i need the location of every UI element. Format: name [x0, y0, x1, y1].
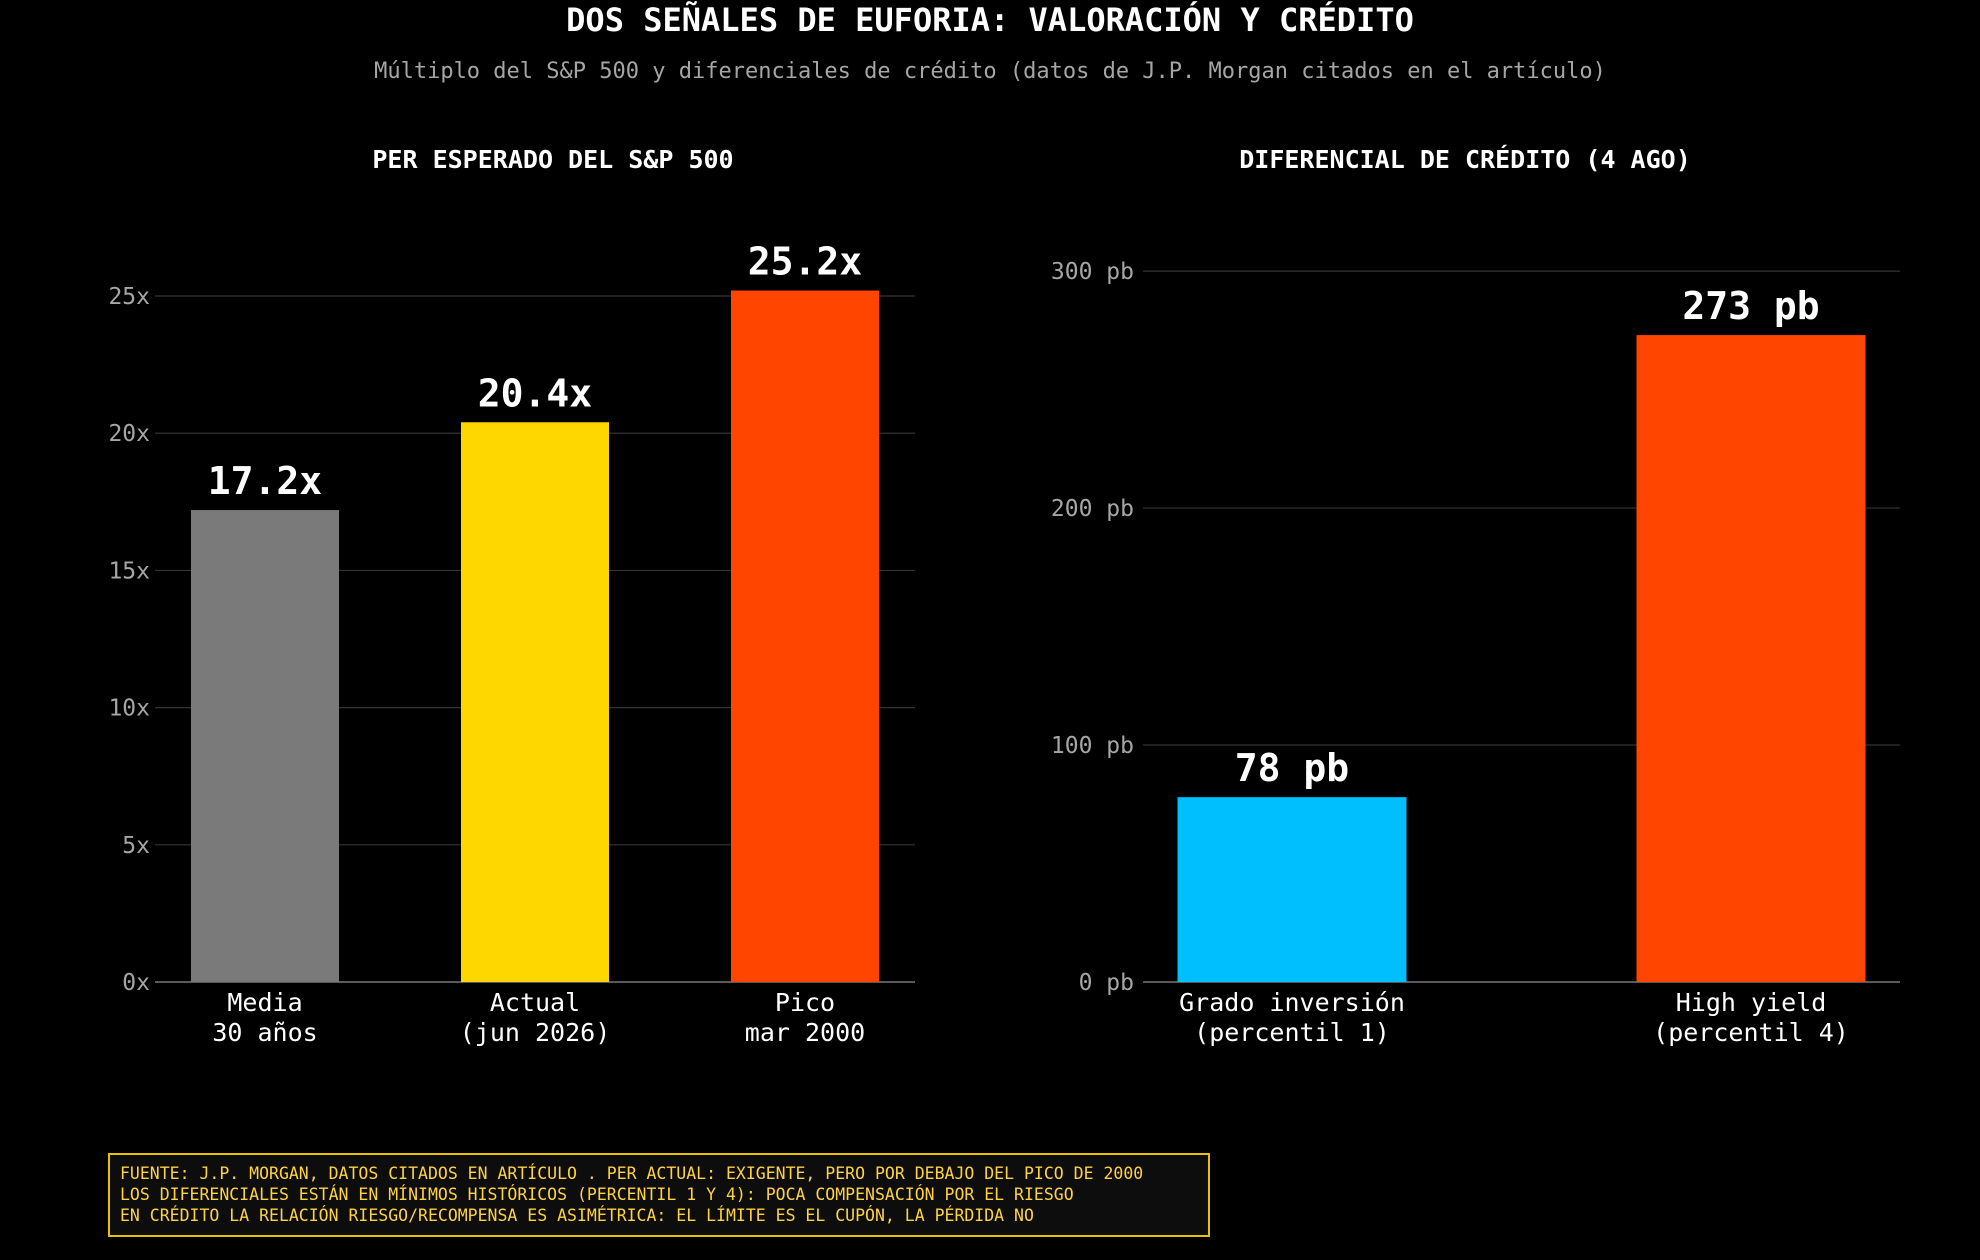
category-label-high-yield: High yield (percentil 4): [1653, 988, 1849, 1047]
figure-subtitle: Múltiplo del S&P 500 y diferenciales de …: [374, 59, 1606, 84]
bar-grado-inversion: [1177, 797, 1407, 982]
category-label-line: 30 años: [212, 1018, 317, 1047]
credit-spread-chart: DIFERENCIAL DE CRÉDITO (4 AGO) 0 pb 100 pb…: [1051, 145, 1900, 1047]
category-label-pico: Pico mar 2000: [745, 988, 865, 1047]
category-label-line: (jun 2026): [460, 1018, 611, 1047]
note-line-2: LOS DIFERENCIALES ESTÁN EN MÍNIMOS HISTÓ…: [120, 1185, 1074, 1204]
category-label-line: Grado inversión: [1179, 988, 1405, 1017]
y-tick-label: 100 pb: [1051, 733, 1134, 759]
y-tick-label: 25x: [108, 284, 150, 310]
valuation-chart: PER ESPERADO DEL S&P 500 0x 5x 10x 15x 20x 25x…: [108, 145, 915, 1047]
bar-actual: [461, 422, 609, 982]
category-label-line: (percentil 1): [1194, 1018, 1390, 1047]
y-tick-label: 10x: [108, 696, 150, 722]
category-label-line: mar 2000: [745, 1018, 865, 1047]
bar-high-yield: [1636, 335, 1866, 982]
figure-title: DOS SEÑALES DE EUFORIA: VALORACIÓN Y CRÉ…: [566, 0, 1414, 39]
panel-title: DIFERENCIAL DE CRÉDITO (4 AGO): [1239, 145, 1691, 174]
y-tick-label: 200 pb: [1051, 496, 1134, 522]
y-tick-label: 20x: [108, 421, 150, 447]
source-note-box: FUENTE: J.P. MORGAN, DATOS CITADOS EN AR…: [108, 1153, 1210, 1237]
category-label-line: Media: [227, 988, 302, 1017]
y-tick-label: 0 pb: [1079, 970, 1134, 996]
y-tick-label: 0x: [122, 970, 150, 996]
bar-media: [191, 510, 339, 982]
category-label-line: Pico: [775, 988, 835, 1017]
category-label-line: Actual: [490, 988, 580, 1017]
y-tick-label: 5x: [122, 833, 150, 859]
data-label-high-yield: 273 pb: [1682, 284, 1819, 328]
category-label-grado-inversion: Grado inversión (percentil 1): [1179, 988, 1405, 1047]
panel-title: PER ESPERADO DEL S&P 500: [372, 145, 733, 174]
y-tick-label: 15x: [108, 558, 150, 584]
note-line-3: EN CRÉDITO LA RELACIÓN RIESGO/RECOMPENSA…: [120, 1206, 1034, 1225]
bar-pico: [731, 290, 879, 982]
data-label-pico: 25.2x: [748, 240, 862, 284]
category-label-media: Media 30 años: [212, 988, 317, 1047]
category-label-line: (percentil 4): [1653, 1018, 1849, 1047]
note-line-1: FUENTE: J.P. MORGAN, DATOS CITADOS EN AR…: [120, 1164, 1144, 1183]
data-label-actual: 20.4x: [478, 371, 592, 415]
data-label-grado-inversion: 78 pb: [1235, 746, 1349, 790]
y-tick-label: 300 pb: [1051, 259, 1134, 285]
category-label-line: High yield: [1676, 988, 1827, 1017]
category-label-actual: Actual (jun 2026): [460, 988, 611, 1047]
data-label-media: 17.2x: [208, 459, 322, 503]
